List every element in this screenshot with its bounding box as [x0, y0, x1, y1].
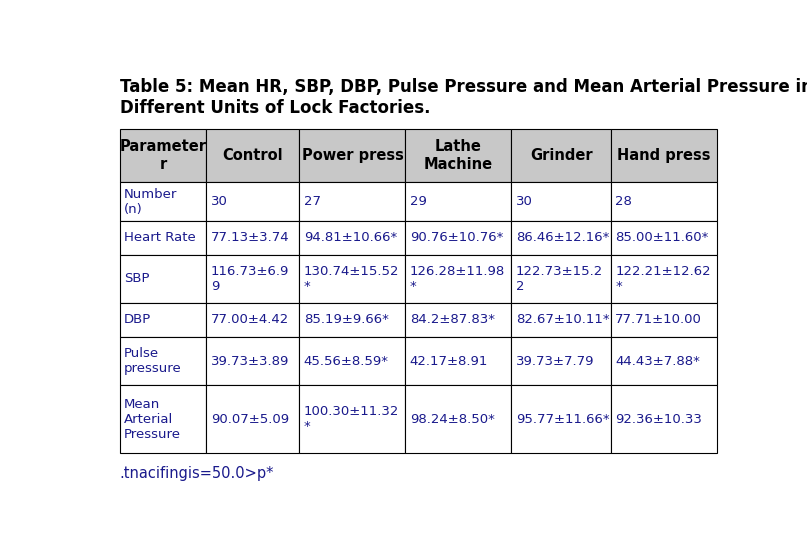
Text: 85.00±11.60*: 85.00±11.60* — [615, 231, 709, 245]
Bar — [611, 255, 717, 303]
Text: 29: 29 — [410, 195, 427, 208]
Bar — [405, 255, 512, 303]
Bar — [512, 303, 611, 337]
Text: 95.77±11.66*: 95.77±11.66* — [516, 413, 609, 426]
Bar — [119, 385, 207, 453]
Bar — [119, 337, 207, 385]
Bar — [611, 337, 717, 385]
Text: 30: 30 — [211, 195, 228, 208]
Bar — [207, 182, 299, 221]
Text: 84.2±87.83*: 84.2±87.83* — [410, 314, 495, 326]
Text: 94.81±10.66*: 94.81±10.66* — [304, 231, 397, 245]
Bar — [512, 221, 611, 255]
Text: 86.46±12.16*: 86.46±12.16* — [516, 231, 609, 245]
Text: 85.19±9.66*: 85.19±9.66* — [304, 314, 389, 326]
Text: Control: Control — [223, 148, 283, 163]
Text: Grinder: Grinder — [530, 148, 592, 163]
Bar — [299, 303, 405, 337]
Bar — [611, 129, 717, 182]
Text: 28: 28 — [615, 195, 632, 208]
Text: Table 5: Mean HR, SBP, DBP, Pulse Pressure and Mean Arterial Pressure in: Table 5: Mean HR, SBP, DBP, Pulse Pressu… — [119, 77, 807, 96]
Bar — [512, 182, 611, 221]
Text: Heart Rate: Heart Rate — [124, 231, 196, 245]
Text: 42.17±8.91: 42.17±8.91 — [410, 354, 488, 368]
Text: Pulse
pressure: Pulse pressure — [124, 347, 182, 375]
Bar — [611, 303, 717, 337]
Text: 39.73±3.89: 39.73±3.89 — [211, 354, 289, 368]
Bar — [207, 337, 299, 385]
Bar — [299, 221, 405, 255]
Text: 100.30±11.32
*: 100.30±11.32 * — [304, 405, 399, 433]
Bar — [299, 129, 405, 182]
Bar — [405, 337, 512, 385]
Text: Number
(n): Number (n) — [124, 188, 178, 216]
Bar — [405, 303, 512, 337]
Text: 77.71±10.00: 77.71±10.00 — [615, 314, 702, 326]
Text: Parameter
r: Parameter r — [119, 139, 207, 172]
Text: 77.00±4.42: 77.00±4.42 — [211, 314, 289, 326]
Bar — [512, 337, 611, 385]
Bar — [119, 182, 207, 221]
Bar — [207, 221, 299, 255]
Text: 122.21±12.62
*: 122.21±12.62 * — [615, 265, 711, 293]
Text: 126.28±11.98
*: 126.28±11.98 * — [410, 265, 505, 293]
Text: 44.43±7.88*: 44.43±7.88* — [615, 354, 700, 368]
Text: SBP: SBP — [124, 272, 149, 285]
Text: 30: 30 — [516, 195, 533, 208]
Bar — [611, 385, 717, 453]
Text: 98.24±8.50*: 98.24±8.50* — [410, 413, 495, 426]
Bar — [119, 221, 207, 255]
Text: Power press: Power press — [302, 148, 404, 163]
Text: Lathe
Machine: Lathe Machine — [424, 139, 493, 172]
Text: 27: 27 — [304, 195, 321, 208]
Text: Different Units of Lock Factories.: Different Units of Lock Factories. — [119, 99, 430, 117]
Bar — [299, 385, 405, 453]
Bar — [512, 385, 611, 453]
Bar — [512, 129, 611, 182]
Bar — [207, 303, 299, 337]
Text: 92.36±10.33: 92.36±10.33 — [615, 413, 702, 426]
Bar — [611, 221, 717, 255]
Bar — [207, 385, 299, 453]
Text: 90.07±5.09: 90.07±5.09 — [211, 413, 289, 426]
Text: 82.67±10.11*: 82.67±10.11* — [516, 314, 609, 326]
Bar — [119, 255, 207, 303]
Bar — [405, 385, 512, 453]
Bar — [512, 255, 611, 303]
Text: Hand press: Hand press — [617, 148, 711, 163]
Text: .tnacifingis=50.0>p*: .tnacifingis=50.0>p* — [119, 466, 274, 481]
Bar — [119, 129, 207, 182]
Bar — [207, 129, 299, 182]
Text: DBP: DBP — [124, 314, 151, 326]
Bar — [299, 337, 405, 385]
Text: 130.74±15.52
*: 130.74±15.52 * — [304, 265, 399, 293]
Text: 90.76±10.76*: 90.76±10.76* — [410, 231, 504, 245]
Bar — [611, 182, 717, 221]
Bar — [405, 182, 512, 221]
Bar — [299, 182, 405, 221]
Text: Mean
Arterial
Pressure: Mean Arterial Pressure — [124, 398, 181, 441]
Text: 39.73±7.79: 39.73±7.79 — [516, 354, 594, 368]
Text: 77.13±3.74: 77.13±3.74 — [211, 231, 290, 245]
Bar — [207, 255, 299, 303]
Bar — [405, 221, 512, 255]
Bar — [119, 303, 207, 337]
Text: 116.73±6.9
9: 116.73±6.9 9 — [211, 265, 289, 293]
Bar — [299, 255, 405, 303]
Bar — [405, 129, 512, 182]
Text: 45.56±8.59*: 45.56±8.59* — [304, 354, 389, 368]
Text: 122.73±15.2
2: 122.73±15.2 2 — [516, 265, 603, 293]
